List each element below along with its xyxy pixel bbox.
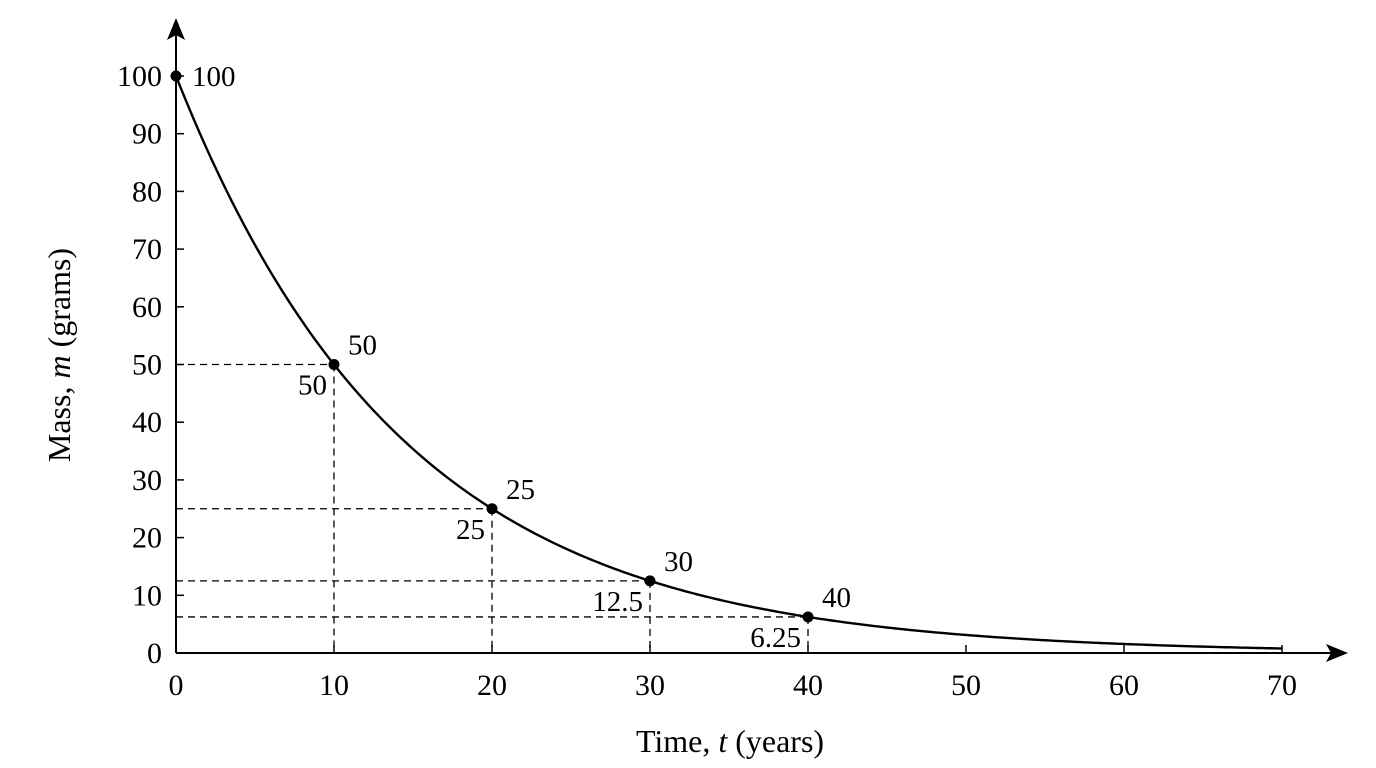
x-axis-title-prefix: Time,	[636, 723, 718, 759]
x-tick-label: 10	[319, 669, 349, 702]
x-tick-label: 60	[1109, 669, 1139, 702]
x-tick-label: 30	[635, 669, 665, 702]
data-point-label: 100	[192, 61, 236, 93]
y-tick-label: 0	[147, 637, 162, 670]
x-tick-label: 50	[951, 669, 981, 702]
y-tick-label: 10	[132, 579, 162, 612]
y-axis-title-prefix: Mass,	[41, 379, 77, 463]
y-tick-label: 100	[117, 60, 162, 93]
x-axis-title-var: t	[718, 723, 728, 759]
x-axis-title: Time, t (years)	[636, 723, 824, 759]
y-tick-label: 30	[132, 464, 162, 497]
axes	[167, 18, 1348, 662]
data-points: 100 50 25 30 40	[170, 61, 851, 623]
x-tick-label: 70	[1267, 669, 1297, 702]
y-tick-label: 40	[132, 406, 162, 439]
data-point	[486, 503, 498, 515]
y-tick-label: 80	[132, 175, 162, 208]
curve-layer	[174, 75, 1283, 650]
x-axis-title-suffix: (years)	[727, 723, 824, 759]
y-tick-label: 20	[132, 522, 162, 555]
data-point	[170, 70, 182, 82]
y-tick-label: 70	[132, 233, 162, 266]
x-axis-arrow	[1326, 644, 1348, 662]
x-tick-label: 40	[793, 669, 823, 702]
y-tick-label: 50	[132, 349, 162, 382]
guide-value-label: 12.5	[592, 586, 643, 618]
x-tick-label: 0	[169, 669, 184, 702]
y-tick-label: 60	[132, 291, 162, 324]
guide-value-label: 25	[456, 514, 485, 546]
guide-value-label: 50	[298, 370, 327, 402]
x-tick-label: 20	[477, 669, 507, 702]
data-point-label: 25	[506, 474, 535, 506]
y-axis-title-suffix: (grams)	[41, 248, 77, 356]
data-point	[802, 611, 814, 623]
y-tick-label: 90	[132, 118, 162, 151]
ticks: 0 10 20 30 40 50 60 70 0 10 20 30 40 50 60 70 80 90 100	[117, 60, 1297, 702]
data-point-label: 30	[664, 546, 693, 578]
data-point-label: 50	[348, 330, 377, 362]
data-point-label: 40	[822, 582, 851, 614]
y-axis-title-var: m	[41, 355, 77, 378]
data-point	[328, 359, 340, 370]
y-axis-arrow	[167, 18, 185, 40]
y-axis-title: Mass, m (grams)	[41, 248, 77, 462]
data-point	[644, 575, 656, 587]
guide-value-label: 6.25	[750, 622, 801, 654]
guide-lines: 50 25 12.5 6.25	[176, 363, 809, 654]
decay-curve	[174, 75, 1283, 650]
